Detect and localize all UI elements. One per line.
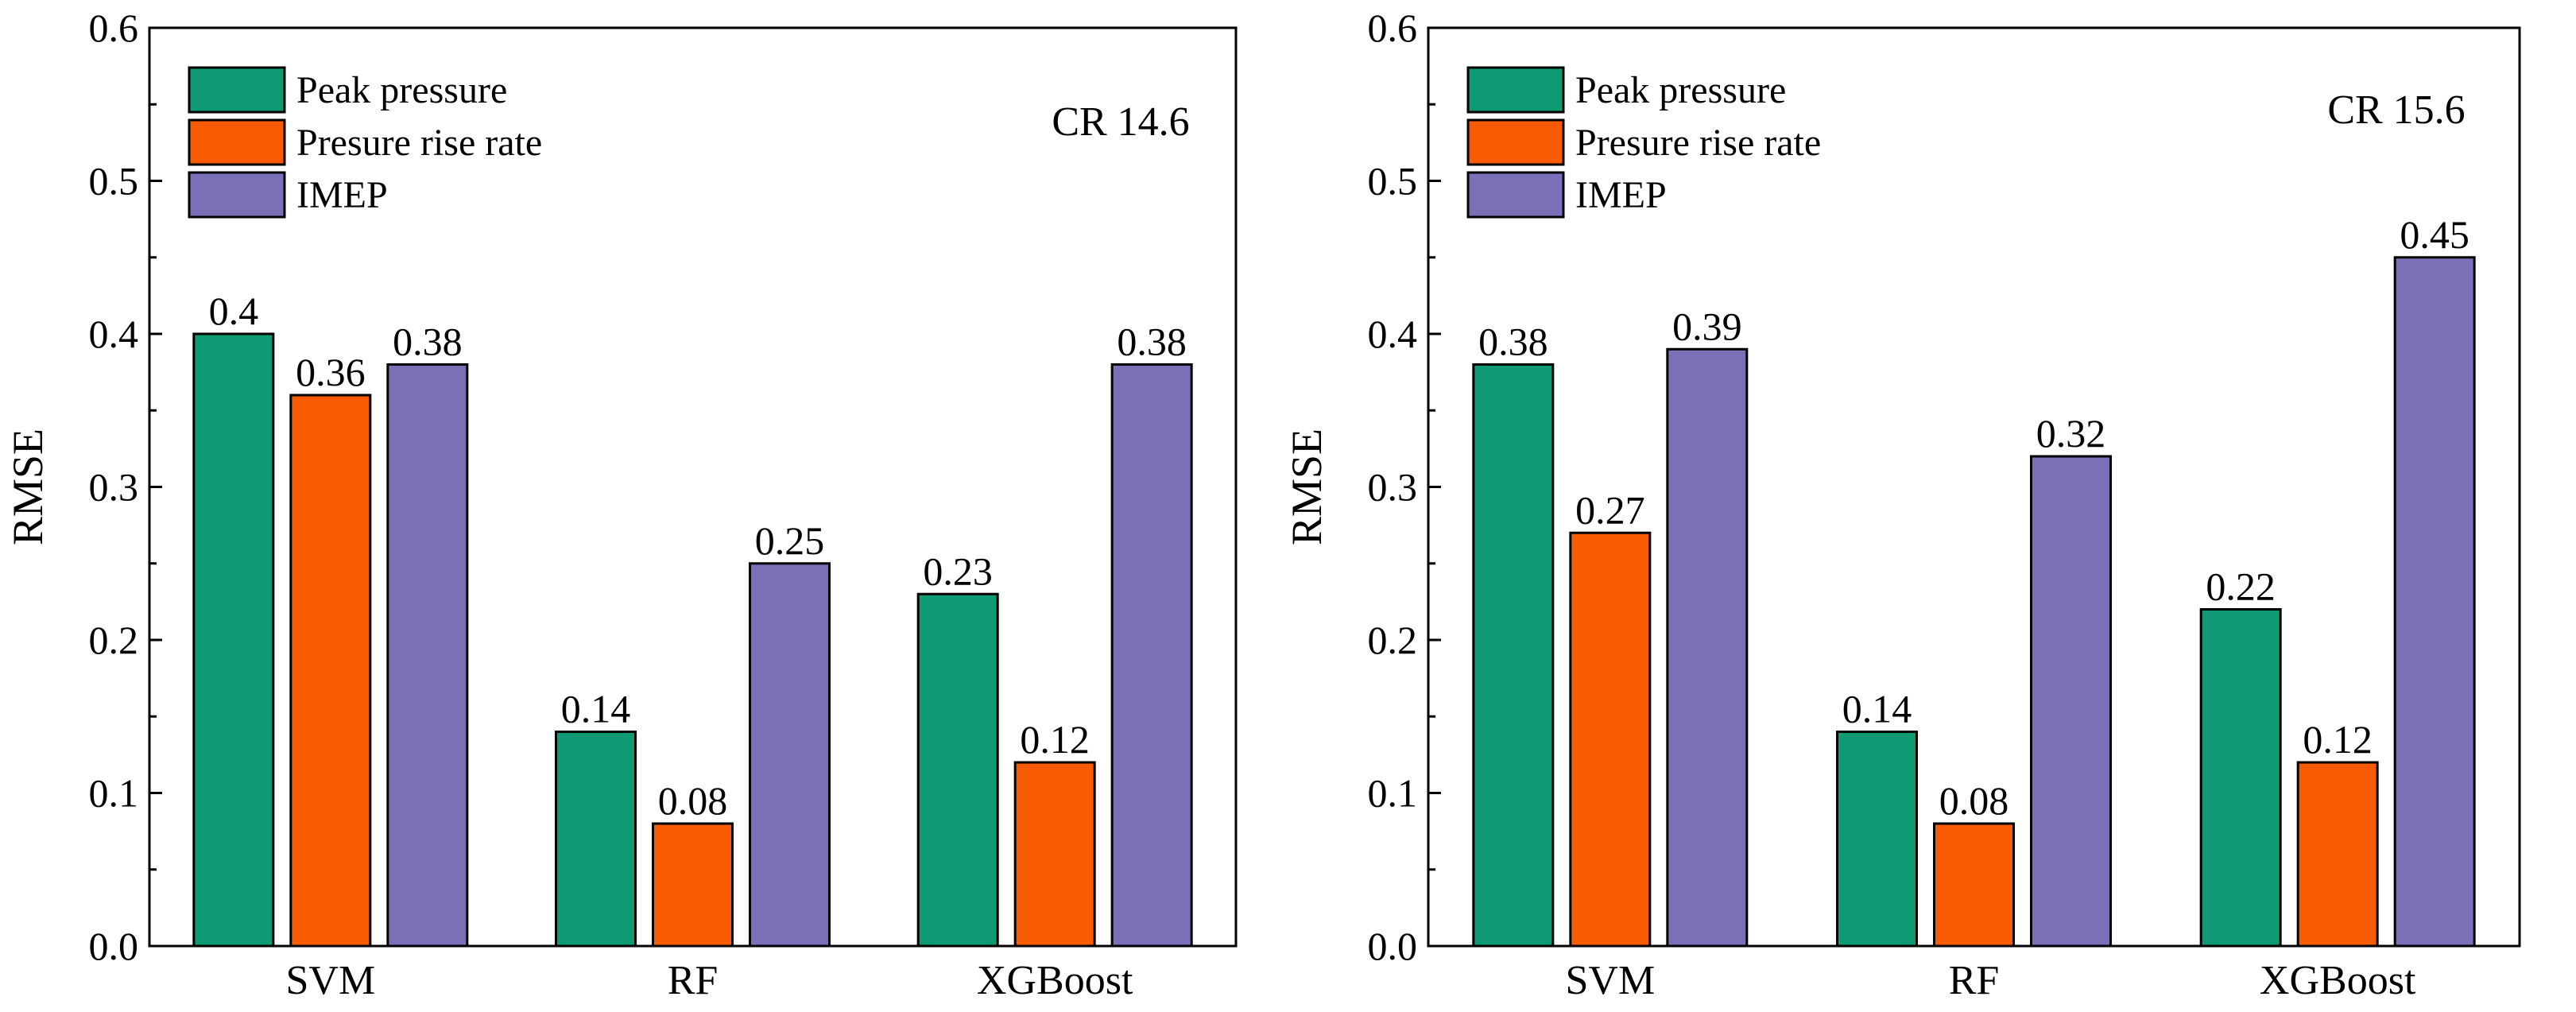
bar-value-label: 0.12 bbox=[1020, 717, 1090, 762]
bar bbox=[749, 562, 831, 948]
bar-value-label: 0.32 bbox=[2036, 411, 2106, 456]
bar-value-label: 0.36 bbox=[296, 350, 366, 394]
bar bbox=[2393, 256, 2476, 948]
chart-panel-1: 0.0 0.1 0.2 0.3 0.4 0.5 0.6 RMSE SVM 0.4 0.36 0.38 R… bbox=[4, 6, 1238, 1003]
legend-label: Presure rise rate bbox=[1575, 122, 1821, 164]
bar-value-label: 0.23 bbox=[923, 549, 993, 593]
bar bbox=[289, 394, 372, 948]
bar-value-label: 0.22 bbox=[2206, 564, 2276, 609]
y-tick-label: 0.5 bbox=[1368, 159, 1418, 204]
bar-value-label: 0.38 bbox=[1117, 320, 1187, 364]
y-tick-label: 0.1 bbox=[1368, 771, 1418, 816]
legend-swatch bbox=[1466, 66, 1565, 114]
chart-annotation: CR 15.6 bbox=[2327, 87, 2465, 133]
y-tick-label: 0.4 bbox=[89, 312, 139, 356]
y-tick-label: 0.2 bbox=[1368, 618, 1418, 662]
legend-swatch bbox=[188, 66, 286, 114]
y-axis-title: RMSE bbox=[1283, 428, 1331, 545]
bar bbox=[916, 592, 999, 948]
bar bbox=[555, 731, 637, 948]
y-tick-label: 0.2 bbox=[89, 618, 139, 662]
bar-value-label: 0.14 bbox=[1842, 687, 1912, 731]
chart-annotation: CR 14.6 bbox=[1052, 99, 1189, 145]
y-axis-title: RMSE bbox=[4, 428, 52, 545]
bar-value-label: 0.38 bbox=[393, 320, 463, 364]
legend-label: Peak pressure bbox=[1575, 69, 1786, 111]
y-tick-label: 0.6 bbox=[89, 6, 139, 50]
x-category-label: XGBoost bbox=[977, 958, 1133, 1003]
y-tick-label: 0.1 bbox=[89, 771, 139, 816]
bar bbox=[386, 363, 469, 948]
x-category-label: RF bbox=[668, 958, 719, 1003]
bar-value-label: 0.14 bbox=[561, 687, 631, 731]
x-category-label: XGBoost bbox=[2260, 958, 2416, 1003]
bar bbox=[1013, 761, 1096, 948]
y-tick-label: 0.4 bbox=[1368, 312, 1418, 356]
x-category-label: RF bbox=[1949, 958, 2000, 1003]
bar bbox=[1933, 822, 2015, 948]
bar-value-label: 0.4 bbox=[209, 289, 259, 333]
y-tick-label: 0.3 bbox=[1368, 465, 1418, 510]
bar bbox=[2199, 608, 2282, 948]
y-tick-label: 0.6 bbox=[1368, 6, 1418, 50]
chart-panel-2: 0.0 0.1 0.2 0.3 0.4 0.5 0.6 RMSE SVM 0.38 0.27 0.39… bbox=[1283, 6, 2521, 1003]
bar bbox=[2030, 455, 2112, 948]
legend-label: IMEP bbox=[296, 174, 388, 216]
bar-value-label: 0.39 bbox=[1672, 304, 1742, 348]
bar-value-label: 0.38 bbox=[1478, 320, 1548, 364]
legend-label: Presure rise rate bbox=[296, 122, 542, 164]
x-category-label: SVM bbox=[285, 958, 375, 1003]
bar bbox=[1666, 347, 1749, 948]
bar-value-label: 0.45 bbox=[2400, 212, 2469, 257]
y-tick-label: 0.3 bbox=[89, 465, 139, 510]
bar-value-label: 0.12 bbox=[2303, 717, 2373, 762]
bar bbox=[2296, 761, 2379, 948]
legend-swatch bbox=[1466, 118, 1565, 166]
bar bbox=[652, 822, 734, 948]
y-tick-label: 0.0 bbox=[1368, 924, 1418, 968]
legend-label: IMEP bbox=[1575, 174, 1667, 216]
legend-swatch bbox=[188, 118, 286, 166]
bar bbox=[1110, 363, 1193, 948]
bar bbox=[1836, 731, 1918, 948]
bar bbox=[1472, 363, 1555, 948]
legend-label: Peak pressure bbox=[296, 69, 507, 111]
legend-swatch bbox=[188, 171, 286, 219]
bar-value-label: 0.25 bbox=[755, 518, 825, 563]
legend-swatch bbox=[1466, 171, 1565, 219]
y-tick-label: 0.5 bbox=[89, 159, 139, 204]
bar-value-label: 0.08 bbox=[1939, 778, 2009, 823]
bar bbox=[192, 332, 275, 948]
x-category-label: SVM bbox=[1565, 958, 1655, 1003]
bar bbox=[1569, 531, 1652, 948]
y-tick-label: 0.0 bbox=[89, 924, 139, 968]
bar-value-label: 0.27 bbox=[1575, 487, 1645, 532]
bar-value-label: 0.08 bbox=[658, 778, 728, 823]
